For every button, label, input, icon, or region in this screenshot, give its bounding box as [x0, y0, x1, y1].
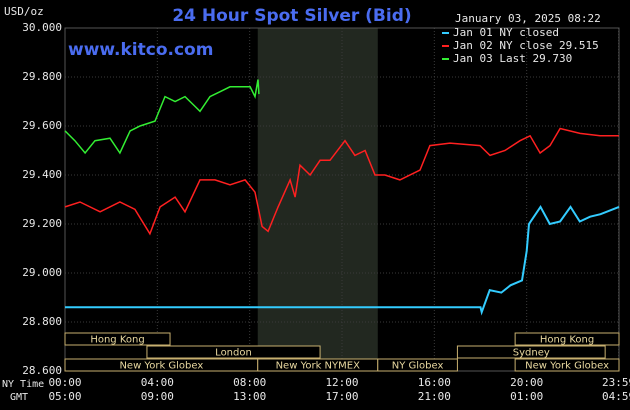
y-tick-label: 30.000 — [22, 21, 62, 34]
x-tick-label: 08:00 — [233, 376, 266, 389]
y-tick-label: 29.200 — [22, 217, 62, 230]
x-tick-label: 23:59 — [602, 376, 630, 389]
x2-tick-label: 04:59 — [602, 390, 630, 403]
session-label: New York Globex — [525, 361, 609, 372]
y-tick-label: 29.600 — [22, 119, 62, 132]
session-label: London — [215, 348, 252, 359]
session-label: Hong Kong — [90, 335, 144, 346]
y-tick-label: 28.800 — [22, 315, 62, 328]
x-tick-label: 12:00 — [325, 376, 358, 389]
session-bar — [377, 358, 458, 372]
plot — [64, 27, 620, 372]
y-tick-label: 29.000 — [22, 266, 62, 279]
x-tick-label: 04:00 — [141, 376, 174, 389]
x2-axis-label: GMT — [10, 392, 28, 403]
source: www.kitco.com — [68, 40, 213, 60]
x2-tick-label: 17:00 — [325, 390, 358, 403]
y-tick-label: 28.600 — [22, 364, 62, 377]
legend-entry: Jan 02 NY close 29.515 — [453, 39, 599, 52]
session-label: NY Globex — [392, 361, 444, 372]
y-tick-label: 29.400 — [22, 168, 62, 181]
date: January 03, 2025 08:22 — [455, 12, 601, 25]
y-axis-label: USD/oz — [4, 5, 44, 18]
legend-entry: Jan 03 Last 29.730 — [453, 52, 572, 65]
legend-entry: Jan 01 NY closed — [453, 26, 559, 39]
y-tick-label: 29.800 — [22, 70, 62, 83]
x-tick-label: 20:00 — [510, 376, 543, 389]
session-label: New York NYMEX — [276, 361, 361, 372]
session-bar — [64, 332, 171, 346]
x-tick-label: 00:00 — [48, 376, 81, 389]
x2-tick-label: 21:00 — [418, 390, 451, 403]
session-bar — [456, 345, 606, 359]
x2-tick-label: 01:00 — [510, 390, 543, 403]
series-line — [64, 79, 260, 155]
series-line — [64, 127, 619, 236]
chart-title: 24 Hour Spot Silver (Bid) — [172, 6, 411, 26]
session-bar — [514, 332, 620, 346]
x2-tick-label: 09:00 — [141, 390, 174, 403]
session-label: New York Globex — [119, 361, 203, 372]
x2-tick-label: 05:00 — [48, 390, 81, 403]
session-bar — [146, 345, 321, 359]
session-label: Sydney — [513, 348, 550, 359]
series-line — [65, 204, 620, 316]
shaded-band — [257, 28, 378, 371]
x-tick-label: 16:00 — [418, 376, 451, 389]
session-label: Hong Kong — [540, 335, 594, 346]
x2-tick-label: 13:00 — [233, 390, 266, 403]
x-axis-label: NY Time — [2, 379, 44, 390]
session-bar — [514, 358, 620, 372]
